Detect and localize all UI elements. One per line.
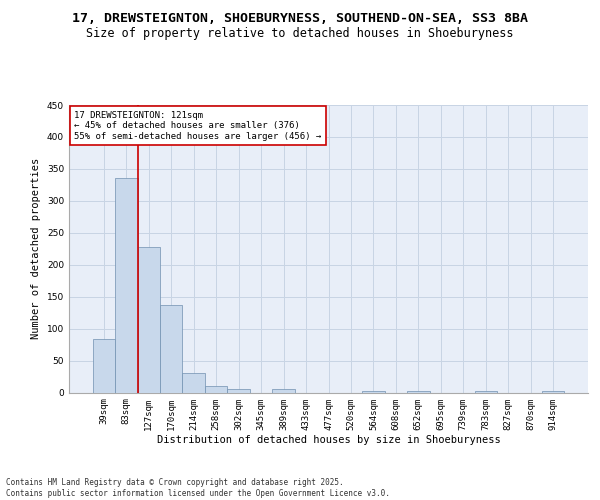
Bar (92, 340, 115, 392)
X-axis label: Distribution of detached houses by size in Shoeburyness: Distribution of detached houses by size … (157, 435, 500, 445)
Bar (362, 391, 385, 392)
Text: Contains HM Land Registry data © Crown copyright and database right 2025.
Contai: Contains HM Land Registry data © Crown c… (6, 478, 390, 498)
Bar (272, 390, 295, 392)
Bar (205, 386, 227, 392)
Text: 17, DREWSTEIGNTON, SHOEBURYNESS, SOUTHEND-ON-SEA, SS3 8BA: 17, DREWSTEIGNTON, SHOEBURYNESS, SOUTHEN… (72, 12, 528, 26)
Text: Size of property relative to detached houses in Shoeburyness: Size of property relative to detached ho… (86, 28, 514, 40)
Bar (542, 391, 565, 392)
Bar (182, 374, 205, 392)
Bar (137, 247, 160, 392)
Bar (407, 391, 430, 392)
Bar (475, 391, 497, 392)
Text: 17 DREWSTEIGNTON: 121sqm
← 45% of detached houses are smaller (376)
55% of semi-: 17 DREWSTEIGNTON: 121sqm ← 45% of detach… (74, 111, 322, 140)
Y-axis label: Number of detached properties: Number of detached properties (31, 158, 41, 340)
Bar (115, 178, 137, 392)
Bar (227, 390, 250, 392)
Bar (160, 305, 182, 392)
